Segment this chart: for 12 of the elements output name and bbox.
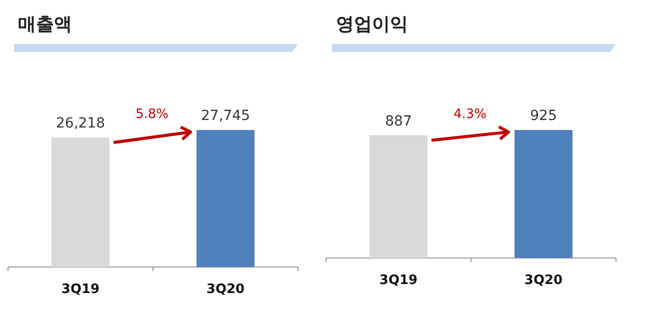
x-tick-label: 3Q19 [379, 273, 418, 288]
data-label: 887 [385, 113, 412, 130]
text: 5.8% [135, 107, 169, 122]
data-label: 26,218 [56, 116, 105, 132]
chart-title: 영업이익 [336, 14, 408, 35]
data-label: 27,745 [201, 108, 250, 124]
text: 4.3% [453, 107, 487, 122]
x-tick-label: 3Q20 [524, 273, 563, 288]
data-label: 925 [530, 108, 557, 124]
x-tick-label: 3Q19 [61, 282, 100, 297]
chart-title: 매출액 [18, 14, 72, 35]
x-tick-label: 3Q20 [206, 282, 245, 297]
